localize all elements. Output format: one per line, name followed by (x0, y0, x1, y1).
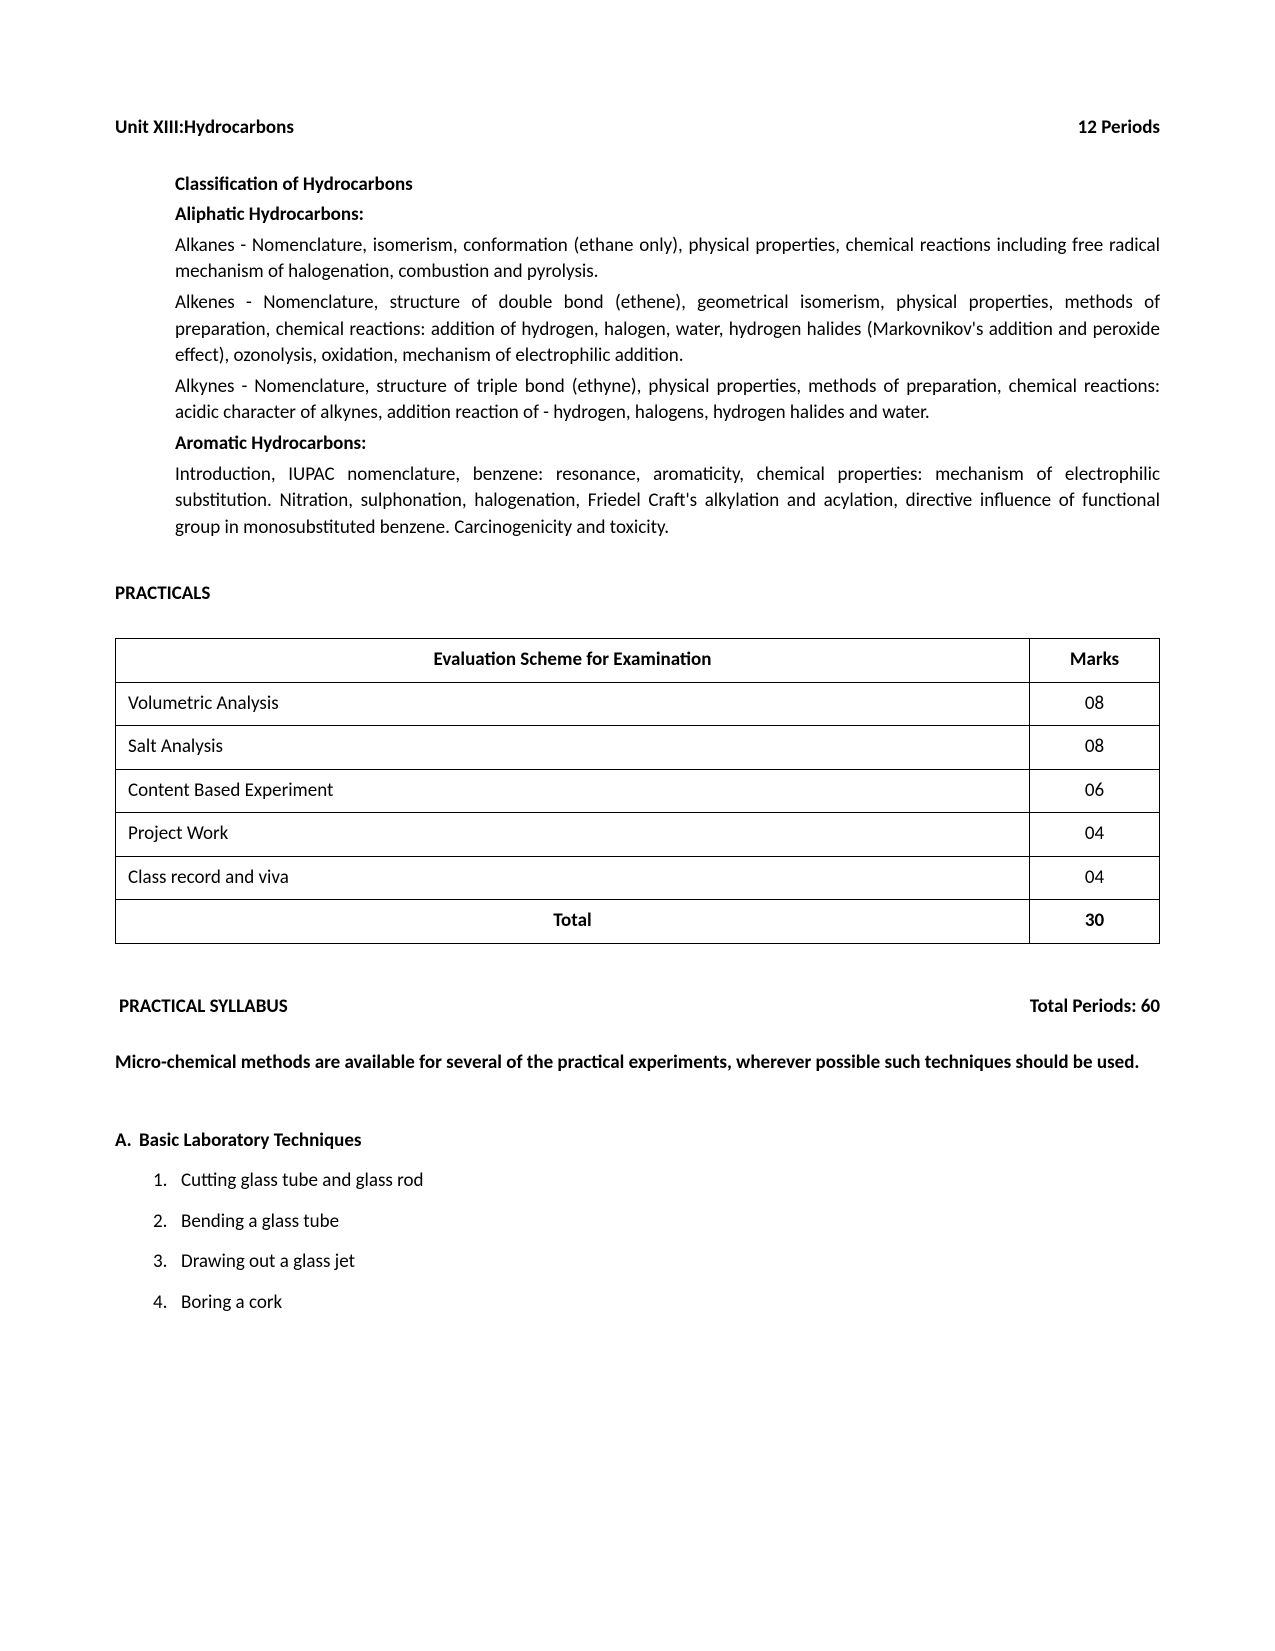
list-num: 4. (153, 1290, 181, 1317)
content-block: Classification of Hydrocarbons Aliphatic… (175, 172, 1160, 542)
table-total-row: Total 30 (116, 900, 1160, 944)
table-row: Salt Analysis 08 (116, 726, 1160, 770)
list-text: Drawing out a glass jet (181, 1250, 355, 1273)
total-label: Total (116, 900, 1030, 944)
practical-syllabus-periods: Total Periods: 60 (1030, 994, 1160, 1021)
unit-header: Unit XIII:Hydrocarbons 12 Periods (115, 115, 1160, 142)
aromatic-body: Introduction, IUPAC nomenclature, benzen… (175, 462, 1160, 542)
section-a-list: 1.Cutting glass tube and glass rod 2.Ben… (115, 1168, 1160, 1316)
micro-note: Micro-chemical methods are available for… (115, 1043, 1160, 1083)
section-a-prefix: A. (115, 1128, 139, 1155)
unit-title: Unit XIII:Hydrocarbons (115, 115, 294, 142)
table-row: Project Work 04 (116, 813, 1160, 857)
practical-syllabus-title: PRACTICAL SYLLABUS (119, 994, 288, 1021)
list-num: 1. (153, 1168, 181, 1195)
cell-item: Content Based Experiment (116, 769, 1030, 813)
header-marks: Marks (1030, 638, 1160, 682)
cell-item: Volumetric Analysis (116, 682, 1030, 726)
table-row: Volumetric Analysis 08 (116, 682, 1160, 726)
aromatic-heading: Aromatic Hydrocarbons: (175, 431, 1160, 458)
cell-item: Salt Analysis (116, 726, 1030, 770)
list-num: 3. (153, 1249, 181, 1276)
aliphatic-heading: Aliphatic Hydrocarbons: (175, 202, 1160, 229)
cell-marks: 08 (1030, 726, 1160, 770)
section-a-heading: A.Basic Laboratory Techniques (115, 1128, 1160, 1155)
cell-marks: 08 (1030, 682, 1160, 726)
cell-marks: 04 (1030, 813, 1160, 857)
list-item: 3.Drawing out a glass jet (153, 1249, 1160, 1276)
cell-item: Project Work (116, 813, 1030, 857)
evaluation-table: Evaluation Scheme for Examination Marks … (115, 638, 1160, 944)
cell-marks: 04 (1030, 856, 1160, 900)
list-item: 4.Boring a cork (153, 1290, 1160, 1317)
alkynes-text: Alkynes - Nomenclature, structure of tri… (175, 374, 1160, 427)
list-text: Cutting glass tube and glass rod (181, 1169, 423, 1192)
classification-heading: Classification of Hydrocarbons (175, 172, 1160, 199)
cell-item: Class record and viva (116, 856, 1030, 900)
list-num: 2. (153, 1209, 181, 1236)
alkenes-text: Alkenes - Nomenclature, structure of dou… (175, 290, 1160, 370)
cell-marks: 06 (1030, 769, 1160, 813)
list-item: 1.Cutting glass tube and glass rod (153, 1168, 1160, 1195)
total-marks: 30 (1030, 900, 1160, 944)
section-a: A.Basic Laboratory Techniques 1.Cutting … (115, 1128, 1160, 1317)
section-a-title: Basic Laboratory Techniques (139, 1129, 362, 1152)
table-row: Class record and viva 04 (116, 856, 1160, 900)
list-item: 2.Bending a glass tube (153, 1209, 1160, 1236)
unit-periods: 12 Periods (1078, 115, 1160, 142)
table-header-row: Evaluation Scheme for Examination Marks (116, 638, 1160, 682)
table-row: Content Based Experiment 06 (116, 769, 1160, 813)
alkanes-text: Alkanes - Nomenclature, isomerism, confo… (175, 233, 1160, 286)
list-text: Bending a glass tube (181, 1210, 339, 1233)
practical-syllabus-header: PRACTICAL SYLLABUS Total Periods: 60 (115, 994, 1160, 1021)
practicals-title: PRACTICALS (115, 581, 1160, 608)
header-item: Evaluation Scheme for Examination (116, 638, 1030, 682)
list-text: Boring a cork (181, 1291, 282, 1314)
